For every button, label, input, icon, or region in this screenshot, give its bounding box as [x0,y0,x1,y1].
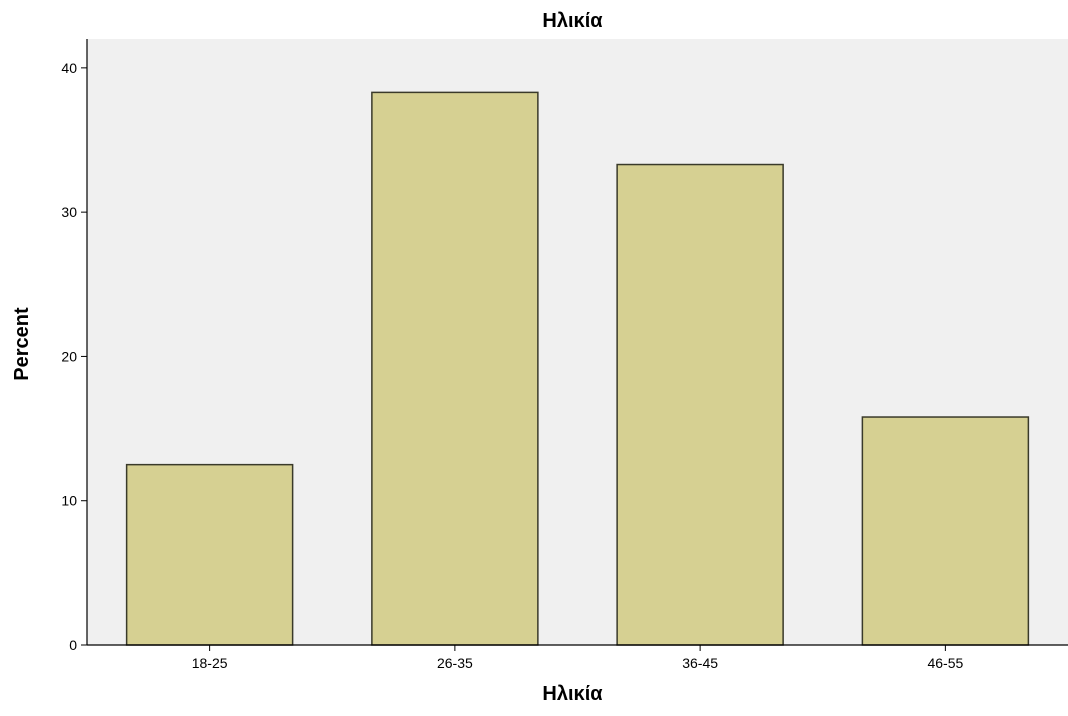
x-tick-label: 18-25 [192,655,228,671]
y-tick-label: 40 [61,60,77,76]
bars-group [125,91,1030,646]
y-axis-label: Percent [11,307,33,381]
x-tick-label: 26-35 [437,655,473,671]
axes-group: 18-25 26-35 36-45 46-55 0 10 20 30 40 [61,39,1068,671]
bar-26-35 [371,91,539,646]
y-tick-label: 30 [61,204,77,220]
y-tick-label: 0 [69,637,77,653]
bar-36-45 [616,163,784,646]
y-tick-label: 20 [61,348,77,364]
chart-title: Ηλικία [542,10,603,32]
x-axis-label: Ηλικία [542,683,603,705]
bar-18-25 [125,463,294,646]
bar-46-55 [861,416,1030,646]
x-tick-label: 46-55 [927,655,963,671]
x-tick-label: 36-45 [682,655,718,671]
y-tick-label: 10 [61,493,77,509]
